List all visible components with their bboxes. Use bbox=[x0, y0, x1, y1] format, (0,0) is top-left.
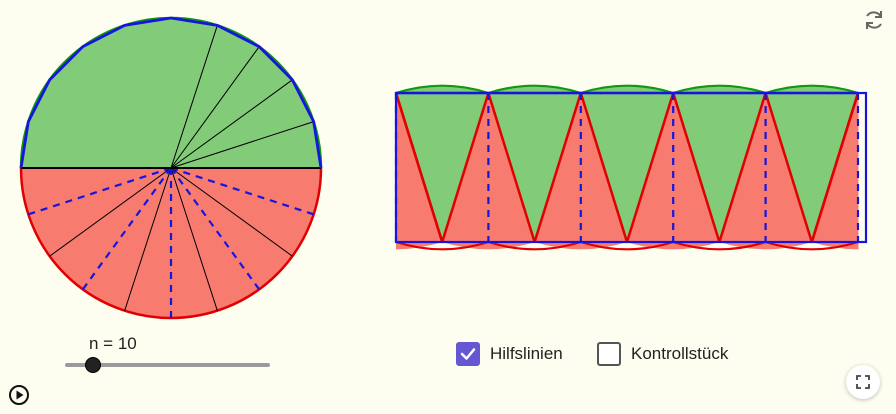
strip-red-edge bbox=[533, 92, 582, 243]
kontrollstueck-label: Kontrollstück bbox=[631, 344, 729, 363]
check-icon bbox=[460, 348, 476, 360]
strip-green-sector bbox=[488, 85, 581, 242]
slider-value-label: n = 10 bbox=[89, 334, 137, 353]
strip-green-sector bbox=[580, 85, 674, 242]
strip-red-edge bbox=[718, 92, 767, 243]
strip-red-arc bbox=[488, 240, 582, 251]
strip-red-arc bbox=[580, 240, 674, 251]
inscribed-half-polygon bbox=[19, 16, 323, 169]
fullscreen-icon bbox=[856, 375, 870, 389]
n-slider-knob[interactable] bbox=[85, 357, 102, 373]
lower-radius-line bbox=[49, 167, 172, 257]
strip-red-edge bbox=[579, 92, 629, 243]
upper-radius-line bbox=[170, 25, 218, 169]
upper-radius-line bbox=[170, 46, 260, 169]
kontrollstueck-checkbox-box[interactable] bbox=[597, 342, 621, 366]
strip-red-arc bbox=[672, 240, 766, 251]
hilfslinien-checkbox[interactable]: Hilfslinien bbox=[456, 340, 563, 368]
strip-red-edge bbox=[441, 92, 490, 243]
strip-red-arc bbox=[395, 240, 489, 251]
strip-red-edge bbox=[764, 92, 813, 243]
upper-radius-line bbox=[170, 79, 293, 169]
strip-green-arc bbox=[672, 84, 766, 95]
strip-green-sector bbox=[673, 85, 766, 242]
strip-red-edge bbox=[625, 92, 675, 243]
strip-red-edge bbox=[394, 92, 444, 243]
upper-radius-line bbox=[170, 121, 314, 169]
strip-green-arc bbox=[765, 84, 859, 95]
hilfslinien-checkbox-box[interactable] bbox=[456, 342, 480, 366]
strip-red-arc bbox=[765, 240, 859, 251]
strip-red-edge bbox=[672, 92, 721, 243]
strip-green-sector bbox=[396, 85, 489, 242]
lower-radius-line bbox=[170, 167, 218, 311]
lower-radius-line bbox=[170, 167, 293, 257]
strip-green-sector bbox=[765, 85, 858, 242]
strip-mask-right bbox=[858, 83, 896, 262]
strip-mask-left bbox=[347, 83, 396, 262]
strip-red-edge bbox=[810, 92, 860, 243]
upper-half-disk bbox=[21, 18, 321, 168]
strip-green-arc bbox=[488, 84, 582, 95]
n-slider-track[interactable] bbox=[65, 363, 270, 367]
lower-radius-line bbox=[124, 167, 172, 311]
reset-icon[interactable] bbox=[862, 8, 886, 32]
strip-green-arc bbox=[395, 84, 489, 95]
fullscreen-button[interactable] bbox=[846, 365, 880, 399]
lower-half-disk bbox=[21, 168, 321, 318]
play-icon[interactable] bbox=[8, 384, 30, 406]
hilfslinien-label: Hilfslinien bbox=[490, 344, 563, 363]
strip-red-edge bbox=[487, 92, 536, 243]
strip-green-arc bbox=[580, 84, 674, 95]
kontrollstueck-checkbox[interactable]: Kontrollstück bbox=[597, 340, 728, 368]
